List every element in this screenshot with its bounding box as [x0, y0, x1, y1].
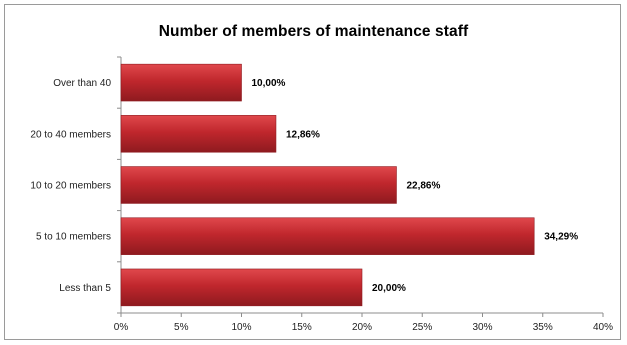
x-tick-label: 35% [533, 322, 553, 333]
data-label: 34,29% [544, 232, 578, 243]
category-label: Over than 40 [53, 78, 111, 89]
bar [120, 217, 535, 255]
data-label: 10,00% [252, 78, 286, 89]
data-label: 20,00% [372, 283, 406, 294]
x-tick-label: 20% [352, 322, 372, 333]
data-label: 22,86% [406, 181, 440, 192]
x-tick-label: 15% [292, 322, 312, 333]
category-label: 20 to 40 members [30, 129, 111, 140]
data-label: 12,86% [286, 129, 320, 140]
x-tick-label: 5% [174, 322, 189, 333]
category-label: Less than 5 [59, 283, 111, 294]
x-tick-label: 40% [593, 322, 613, 333]
x-tick-label: 0% [114, 322, 129, 333]
x-tick-label: 10% [231, 322, 251, 333]
x-tick-label: 25% [412, 322, 432, 333]
chart-title: Number of members of maintenance staff [158, 23, 469, 40]
bar [120, 166, 397, 204]
bar [120, 268, 363, 307]
category-label: 10 to 20 members [30, 181, 111, 192]
x-tick-label: 30% [472, 322, 492, 333]
bar [120, 115, 277, 153]
category-label: 5 to 10 members [36, 232, 111, 243]
bar [120, 63, 242, 102]
